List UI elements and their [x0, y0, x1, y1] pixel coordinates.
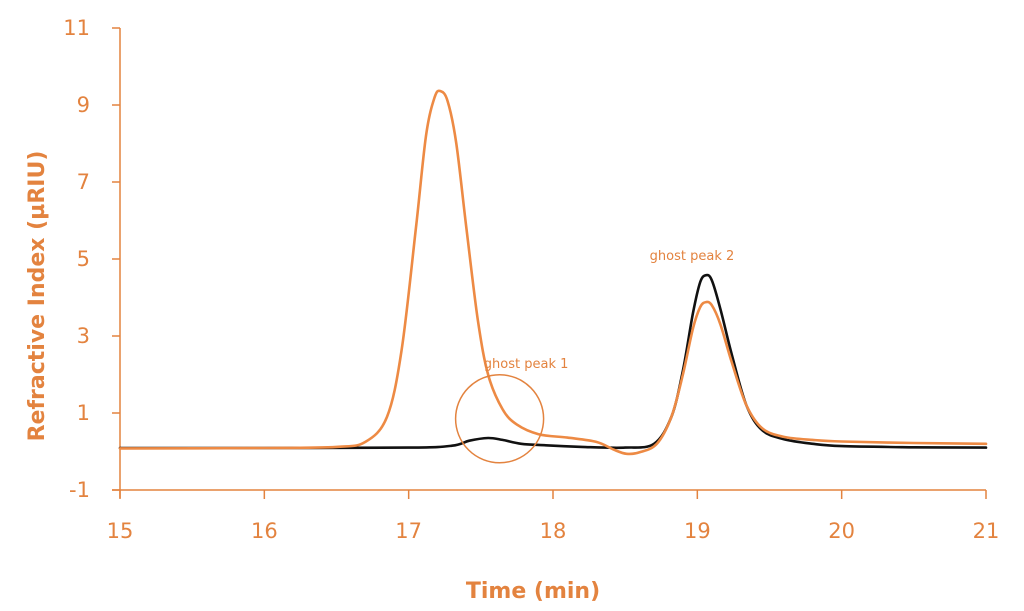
ghost-peak-1-circle	[454, 374, 545, 464]
x-tick-label: 18	[540, 519, 567, 543]
y-axis-title: Refractive Index (µRIU)	[25, 151, 50, 442]
y-tick-label: 3	[77, 324, 90, 348]
axes	[112, 28, 986, 498]
ghost-peak-2-label: ghost peak 2	[650, 249, 735, 264]
x-axis-ticks: 15 16 17 18 19 20 21	[107, 490, 1000, 543]
plot-series	[118, 89, 988, 456]
ghost-peak-1-label: ghost peak 1	[484, 357, 569, 372]
y-tick-label: 7	[77, 170, 90, 194]
x-tick-label: 16	[251, 519, 278, 543]
x-tick-label: 20	[828, 519, 855, 543]
x-tick-label: 21	[973, 519, 1000, 543]
y-tick-label: 5	[77, 247, 90, 271]
y-axis-ticks: -1 1 3 5 7 9 11	[63, 16, 120, 502]
annotations: ghost peak 1 ghost peak 2	[454, 249, 735, 464]
y-tick-label: 9	[77, 93, 90, 117]
y-tick-label: -1	[69, 478, 90, 502]
x-tick-label: 19	[684, 519, 711, 543]
x-axis-title: Time (min)	[466, 579, 600, 604]
x-tick-label: 17	[395, 519, 422, 543]
y-tick-label: 11	[63, 16, 90, 40]
orange-trace-line	[118, 89, 988, 456]
x-tick-label: 15	[107, 519, 134, 543]
y-tick-label: 1	[77, 401, 90, 425]
